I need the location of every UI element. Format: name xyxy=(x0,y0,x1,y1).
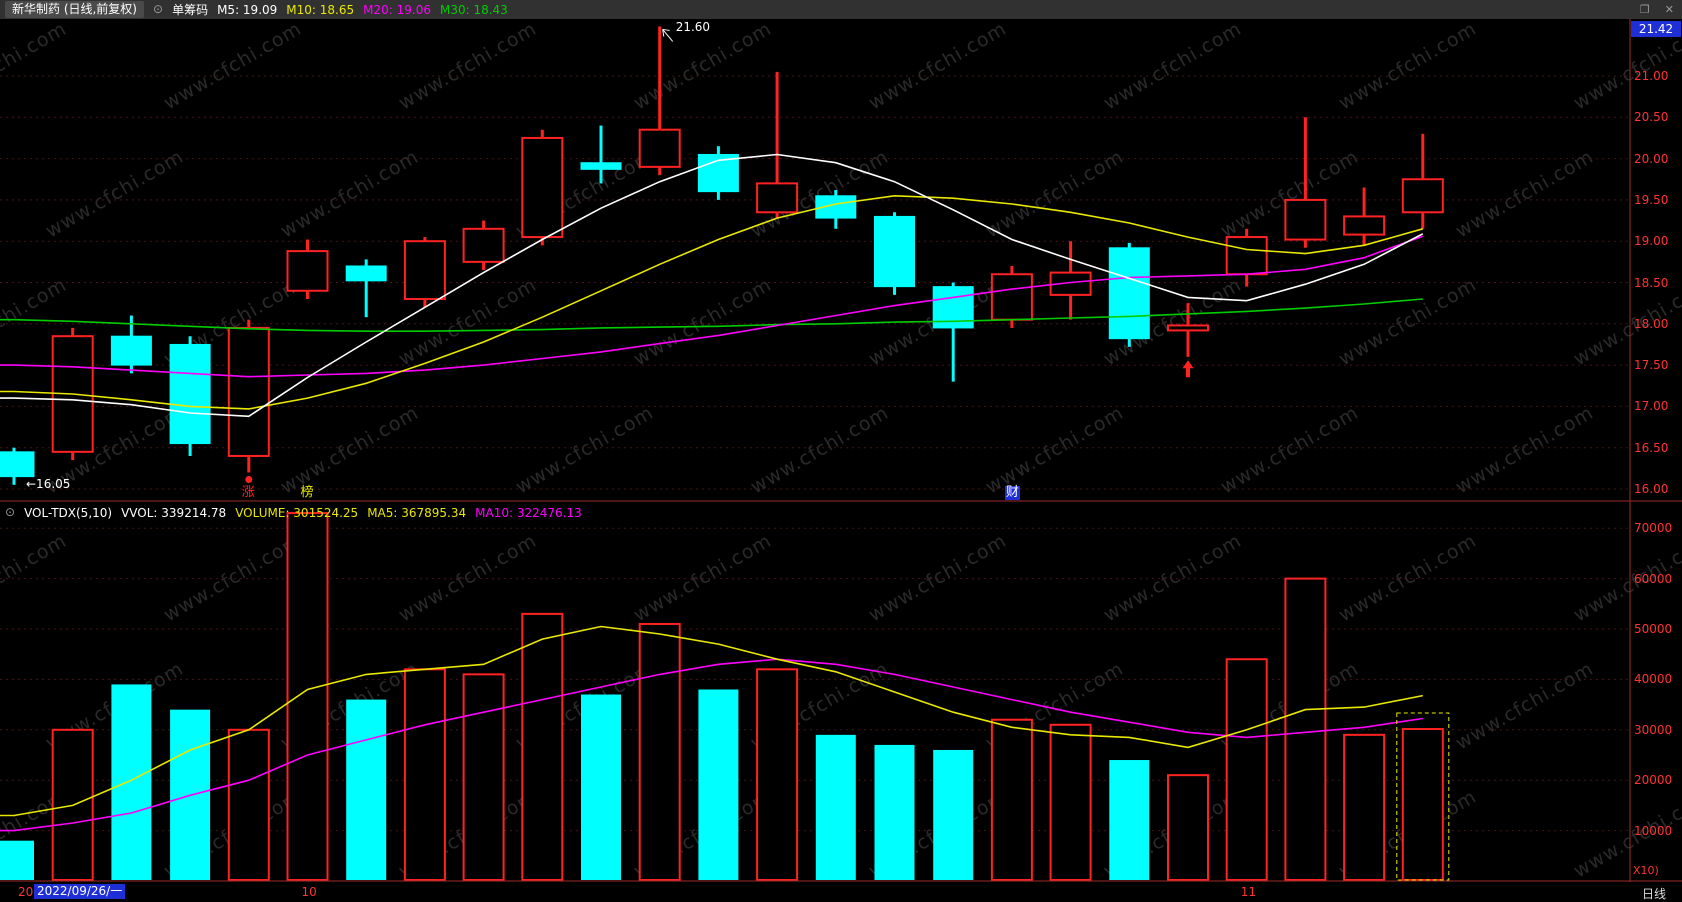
volume-pane-header: ⊙ VOL-TDX(5,10) VVOL: 339214.78 VOLUME: … xyxy=(5,504,582,521)
price-axis-label: 21.00 xyxy=(1634,69,1669,83)
month-label: 11 xyxy=(1240,885,1256,899)
vol-ma10-value: MA10: 322476.13 xyxy=(475,505,582,520)
restore-icon[interactable]: ❐ xyxy=(1639,3,1650,16)
volume-axis-label: 60000 xyxy=(1634,571,1673,586)
low-price-annotation: ←16.05 xyxy=(26,476,71,491)
axis-fragment-label: 20 xyxy=(18,885,34,899)
event-marker: 涨 xyxy=(241,485,255,500)
date-label: 2022/09/26/一 xyxy=(34,884,126,899)
volume-axis-label: 70000 xyxy=(1634,521,1673,536)
period-label[interactable]: 日线 xyxy=(1642,887,1667,901)
event-marker: 财 xyxy=(1004,485,1020,500)
month-label: 10 xyxy=(301,885,317,899)
price-axis-label: 17.50 xyxy=(1634,358,1669,373)
indicator-icon[interactable]: ⊙ xyxy=(153,2,164,16)
price-axis-label: 16.50 xyxy=(1634,440,1669,455)
indicator-icon[interactable]: ⊙ xyxy=(5,505,16,519)
main-indicator-name[interactable]: 单筹码 xyxy=(172,3,209,17)
price-axis-label: 18.00 xyxy=(1634,316,1669,331)
price-axis-label: 18.50 xyxy=(1634,275,1669,290)
event-marker: 榜 xyxy=(300,485,314,500)
close-icon[interactable]: ✕ xyxy=(1664,3,1674,16)
vol-ma5-value: MA5: 367895.34 xyxy=(367,505,467,520)
price-axis-label: 20.50 xyxy=(1634,110,1669,125)
stock-title: 新华制药 (日线,前复权) xyxy=(5,1,144,18)
ma10-value: M10: 18.65 xyxy=(286,2,355,17)
time-axis-bar: 20 2022/09/26/一 日线 xyxy=(0,882,1682,902)
volume-axis-label: 40000 xyxy=(1634,672,1673,687)
volume-axis-label: 20000 xyxy=(1634,773,1673,788)
vol-indicator-name[interactable]: VOL-TDX(5,10) xyxy=(24,505,113,520)
price-axis-label: 19.50 xyxy=(1634,192,1669,207)
price-axis-label: 16.00 xyxy=(1634,482,1669,496)
ma20-value: M20: 19.06 xyxy=(363,2,431,17)
vvol-value: VVOL: 339214.78 xyxy=(121,505,227,520)
ma30-value: M30: 18.43 xyxy=(439,2,508,17)
current-price-badge: 21.42 xyxy=(1631,21,1681,37)
high-price-annotation: 21.60 xyxy=(675,20,711,35)
volume-axis-label: 30000 xyxy=(1634,722,1673,737)
volume-unit-label: X10) xyxy=(1633,864,1659,877)
volume-value: VOLUME: 301524.25 xyxy=(235,505,359,520)
volume-axis-label: 50000 xyxy=(1634,622,1673,636)
top-bar: 新华制药 (日线,前复权) ⊙ 单筹码 M5: 19.09 M10: 18.65… xyxy=(0,0,1682,19)
price-axis-label: 17.00 xyxy=(1634,399,1669,414)
price-axis-label: 20.00 xyxy=(1634,151,1669,166)
volume-axis-label: 10000 xyxy=(1634,823,1673,838)
price-axis-label: 19.00 xyxy=(1634,234,1669,249)
ma5-value: M5: 19.09 xyxy=(217,2,278,17)
